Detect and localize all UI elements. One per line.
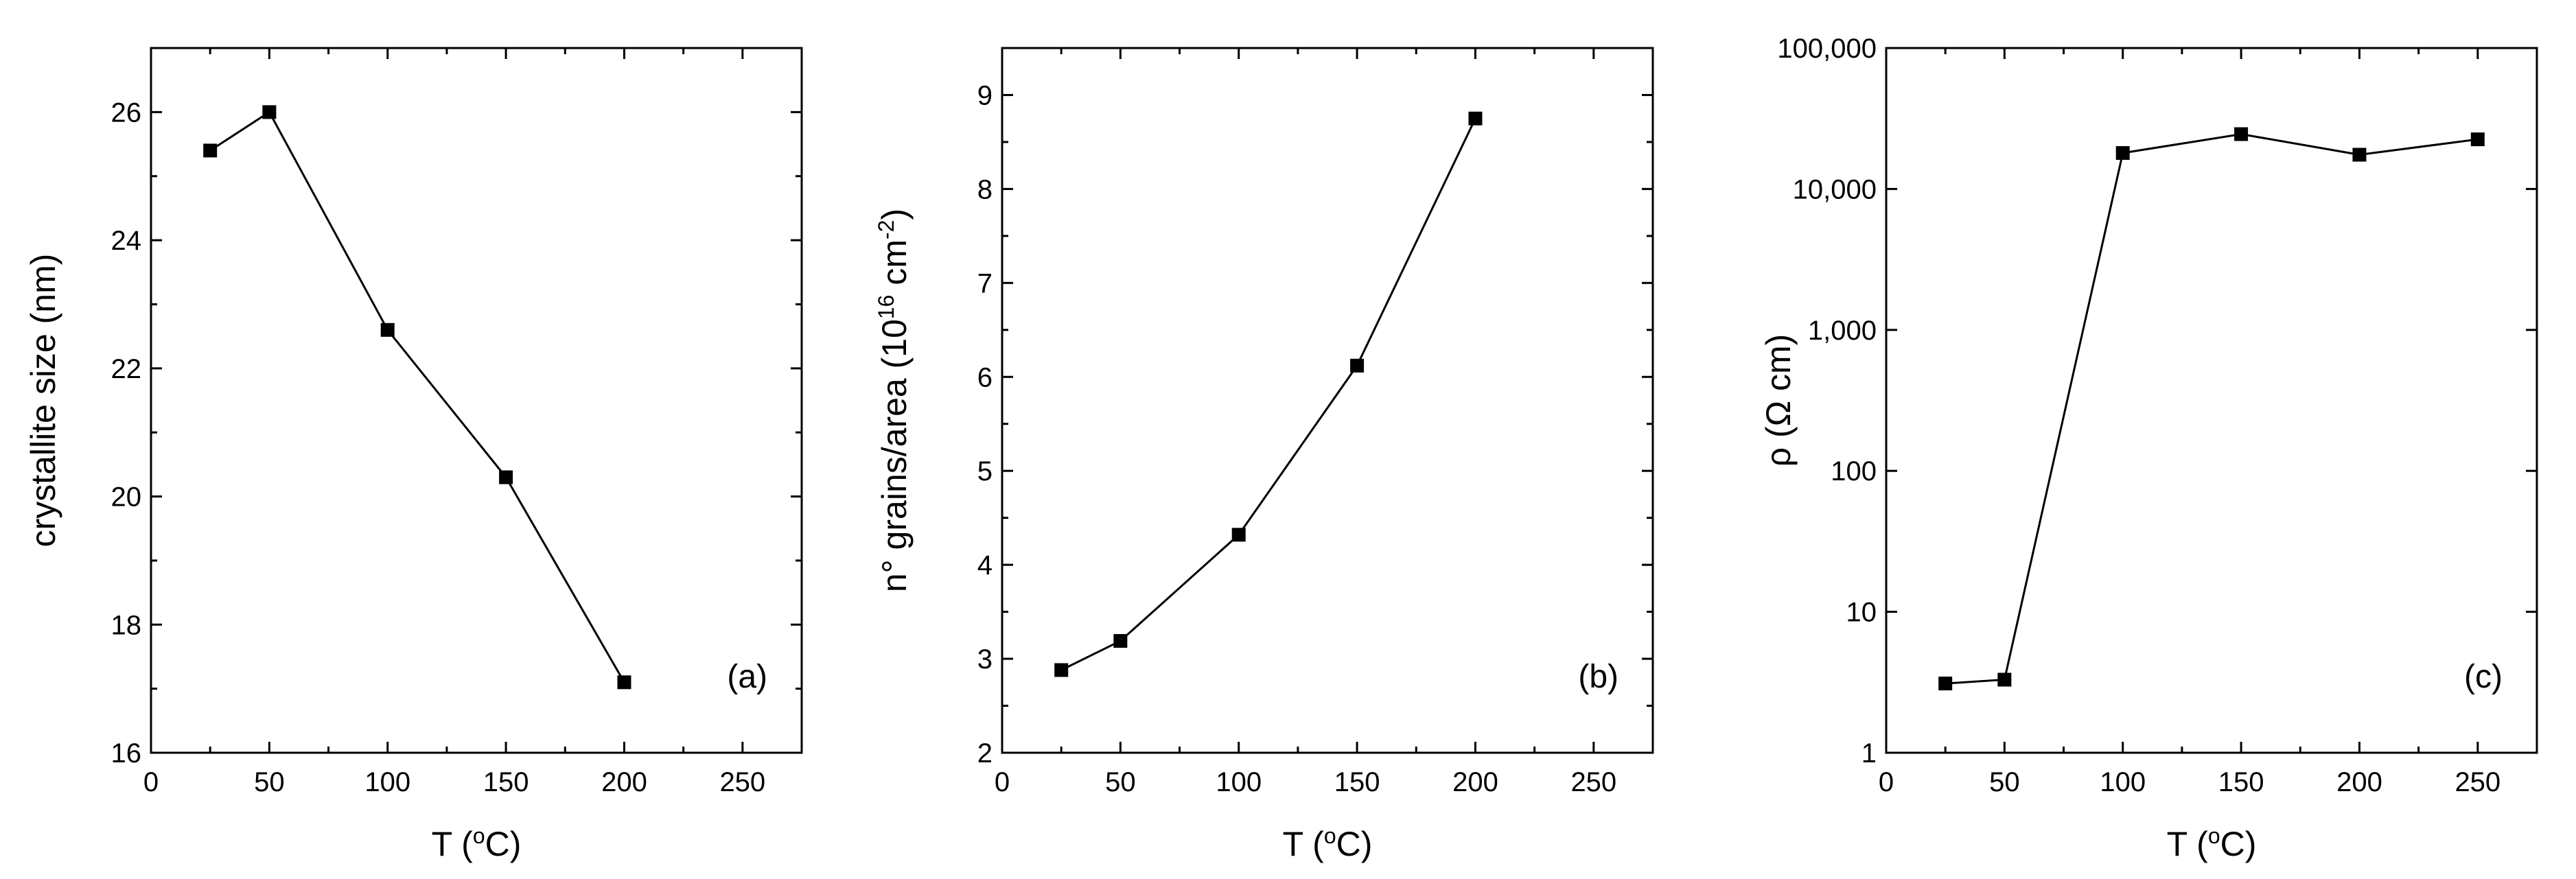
- x-tick-label: 100: [1216, 767, 1262, 797]
- data-point: [499, 470, 513, 484]
- plot-frame: [150, 47, 803, 754]
- y-axis-label: ρ (Ω cm): [1759, 334, 1798, 467]
- data-point: [1113, 634, 1128, 648]
- data-point: [1938, 677, 1953, 691]
- x-tick-label: 0: [143, 767, 159, 797]
- y-tick-label: 16: [111, 738, 142, 769]
- x-axis-label-part-2: C): [485, 825, 522, 863]
- plot-frame: [1885, 47, 2538, 754]
- x-axis-label-part-0: T (: [2167, 825, 2209, 863]
- x-tick-label: 200: [2336, 767, 2382, 797]
- x-axis-label-part-1: o: [2208, 823, 2220, 848]
- data-point: [1231, 528, 1246, 542]
- y-tick-label: 24: [111, 226, 142, 256]
- y-tick-label: 1,000: [1808, 316, 1877, 346]
- x-tick-label: 250: [2455, 767, 2500, 797]
- x-axis-label-part-1: o: [1324, 823, 1336, 848]
- data-point: [2234, 127, 2249, 141]
- y-tick-label: 22: [111, 354, 142, 384]
- data-point: [1350, 358, 1365, 373]
- x-tick-label: 150: [1334, 767, 1380, 797]
- data-point: [203, 143, 218, 158]
- panel-label: (b): [1578, 659, 1618, 695]
- y-tick-label: 100: [1831, 456, 1877, 487]
- data-point: [617, 675, 631, 690]
- data-point: [2470, 132, 2485, 147]
- y-tick-label: 2: [977, 738, 993, 769]
- x-tick-label: 100: [2100, 767, 2146, 797]
- y-axis-label-part-1: 16: [874, 295, 898, 320]
- data-point: [1468, 111, 1483, 126]
- x-tick-label: 200: [1452, 767, 1498, 797]
- y-tick-label: 8: [977, 174, 993, 204]
- x-axis-label-part-2: C): [2220, 825, 2257, 863]
- y-tick-label: 7: [977, 268, 993, 298]
- y-tick-label: 10,000: [1793, 174, 1877, 204]
- y-tick-label: 6: [977, 362, 993, 392]
- x-tick-label: 50: [1105, 767, 1136, 797]
- y-tick-label: 4: [977, 550, 993, 581]
- x-tick-label: 250: [719, 767, 765, 797]
- y-tick-label: 20: [111, 482, 142, 513]
- series-line: [1945, 132, 2479, 685]
- data-point: [1997, 672, 2012, 687]
- x-tick-label: 150: [2218, 767, 2264, 797]
- data-point: [1054, 663, 1069, 677]
- panel-3: 0 50 100 150 200 250 1 10 100 1,000 10,000 100,000 T…: [1759, 34, 2538, 863]
- x-tick-label: 100: [364, 767, 410, 797]
- y-tick-label: 26: [111, 97, 142, 128]
- data-point: [380, 323, 395, 337]
- data-point: [262, 105, 277, 119]
- data-point: [2352, 148, 2367, 162]
- panel-label: (c): [2464, 659, 2503, 695]
- y-tick-label: 3: [977, 644, 993, 675]
- x-tick-label: 50: [1989, 767, 2020, 797]
- y-axis-label-part-3: -2: [874, 220, 898, 239]
- plot-frame: [1001, 47, 1654, 754]
- x-axis-label-part-0: T (: [432, 825, 474, 863]
- y-tick-label: 10: [1846, 598, 1877, 628]
- y-tick-label: 9: [977, 80, 993, 110]
- y-axis-label: crystallite size (nm): [24, 254, 62, 548]
- panel-2: 0 50 100 150 200 250 2 3 4 5 6 7 8 9 T (oC) n° grains/a…: [874, 47, 1654, 863]
- y-tick-label: 5: [977, 456, 993, 487]
- x-tick-label: 0: [1879, 767, 1894, 797]
- x-tick-label: 0: [995, 767, 1010, 797]
- x-tick-label: 200: [601, 767, 647, 797]
- y-axis-label-part-0: crystallite size (nm): [24, 254, 62, 548]
- x-axis-label-part-2: C): [1336, 825, 1373, 863]
- y-axis-label-part-4: ): [875, 209, 914, 220]
- y-tick-label: 100,000: [1777, 34, 1877, 64]
- x-tick-label: 150: [483, 767, 529, 797]
- x-axis-label: T (oC): [432, 823, 522, 863]
- data-point: [2115, 145, 2130, 160]
- panel-1: 0 50 100 150 200 250 16 18 20 22 24 26 T (oC) crystal…: [24, 47, 803, 863]
- y-tick-label: 18: [111, 610, 142, 640]
- x-axis-label-part-0: T (: [1283, 825, 1325, 863]
- series-line: [209, 110, 625, 683]
- panel-label: (a): [727, 659, 767, 695]
- y-tick-label: 1: [1861, 738, 1877, 769]
- x-axis-label-part-1: o: [473, 823, 485, 848]
- x-axis-label: T (oC): [2167, 823, 2257, 863]
- y-axis-label-part-0: n° grains/area (10: [875, 319, 914, 592]
- y-axis-label-part-0: ρ (Ω cm): [1759, 334, 1798, 467]
- x-tick-label: 50: [254, 767, 285, 797]
- x-tick-label: 250: [1570, 767, 1616, 797]
- x-axis-label: T (oC): [1283, 823, 1373, 863]
- y-axis-label-part-2: cm: [875, 239, 914, 295]
- y-axis-label: n° grains/area (1016 cm-2): [874, 209, 914, 592]
- series-line: [1060, 118, 1476, 671]
